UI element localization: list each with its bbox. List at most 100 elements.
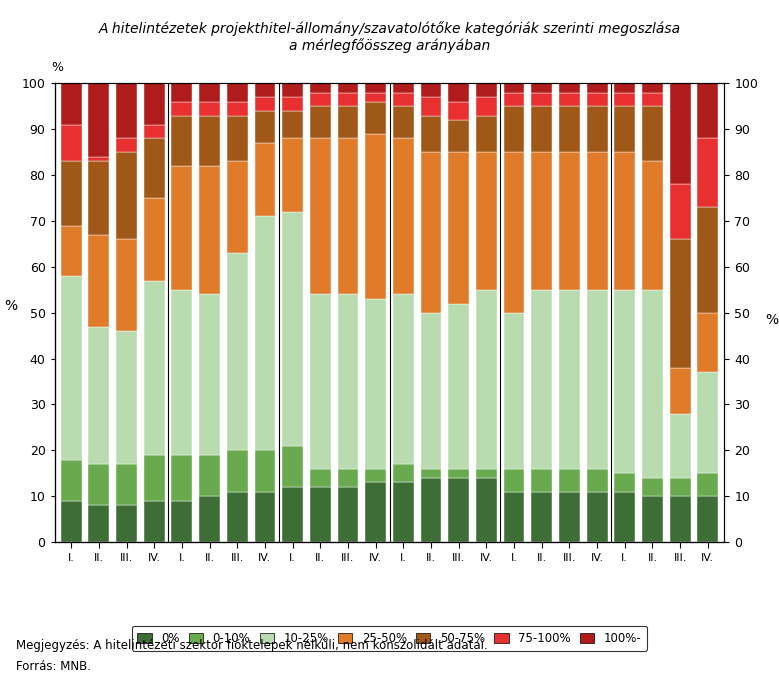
Bar	[449, 478, 469, 542]
Bar	[144, 198, 164, 281]
Bar	[365, 468, 386, 482]
Bar	[171, 166, 192, 290]
Bar	[587, 290, 608, 468]
Bar	[89, 83, 109, 157]
Bar	[531, 83, 552, 92]
Bar	[531, 106, 552, 152]
Bar	[531, 468, 552, 491]
Bar	[255, 491, 275, 542]
Bar	[365, 134, 386, 299]
Text: Megjegyzés: A hitelintézeti szektor fióktelepek nélküli, nem konszolidált adatai: Megjegyzés: A hitelintézeti szektor fiók…	[16, 639, 488, 653]
Bar	[171, 290, 192, 455]
Bar	[531, 491, 552, 542]
Bar	[587, 92, 608, 106]
Bar	[642, 92, 663, 106]
Bar	[476, 83, 497, 97]
Bar	[587, 152, 608, 290]
Bar	[227, 450, 248, 491]
Bar	[449, 152, 469, 304]
Bar	[61, 459, 82, 501]
Bar	[310, 295, 330, 468]
Bar	[670, 184, 690, 239]
Bar	[421, 313, 442, 468]
Bar	[61, 226, 82, 276]
Bar	[615, 152, 635, 290]
Bar	[670, 239, 690, 368]
Bar	[531, 92, 552, 106]
Bar	[697, 496, 718, 542]
Bar	[697, 313, 718, 373]
Bar	[89, 161, 109, 235]
Bar	[587, 468, 608, 491]
Bar	[144, 83, 164, 124]
Bar	[199, 455, 220, 496]
Bar	[615, 290, 635, 473]
Bar	[559, 83, 580, 92]
Bar	[504, 152, 524, 313]
Bar	[116, 83, 137, 138]
Bar	[255, 97, 275, 111]
Bar	[61, 276, 82, 459]
Bar	[697, 207, 718, 313]
Bar	[587, 106, 608, 152]
Bar	[365, 92, 386, 101]
Bar	[559, 152, 580, 290]
Text: A hitelintézetek projekthitel-állomány/szavatolótőke kategóriák szerinti megoszl: A hitelintézetek projekthitel-állomány/s…	[98, 21, 681, 53]
Bar	[615, 106, 635, 152]
Bar	[337, 468, 358, 487]
Bar	[255, 111, 275, 143]
Bar	[697, 473, 718, 496]
Bar	[670, 368, 690, 414]
Bar	[171, 455, 192, 501]
Bar	[670, 414, 690, 478]
Bar	[615, 83, 635, 92]
Bar	[615, 473, 635, 491]
Bar	[89, 157, 109, 161]
Bar	[61, 124, 82, 161]
Bar	[282, 111, 303, 138]
Bar	[89, 464, 109, 505]
Bar	[393, 83, 414, 92]
Bar	[697, 83, 718, 138]
Bar	[504, 106, 524, 152]
Bar	[421, 152, 442, 313]
Bar	[171, 501, 192, 542]
Bar	[144, 281, 164, 455]
Bar	[310, 106, 330, 138]
Bar	[89, 235, 109, 327]
Bar	[642, 83, 663, 92]
Bar	[337, 83, 358, 92]
Bar	[310, 468, 330, 487]
Bar	[310, 487, 330, 542]
Bar	[227, 101, 248, 115]
Bar	[393, 106, 414, 138]
Bar	[642, 290, 663, 478]
Bar	[421, 115, 442, 152]
Bar	[642, 161, 663, 290]
Bar	[559, 92, 580, 106]
Bar	[144, 138, 164, 198]
Bar	[670, 496, 690, 542]
Bar	[227, 161, 248, 253]
Bar	[282, 445, 303, 487]
Bar	[282, 97, 303, 111]
Bar	[421, 478, 442, 542]
Bar	[199, 83, 220, 101]
Bar	[61, 161, 82, 226]
Bar	[449, 120, 469, 152]
Bar	[282, 138, 303, 212]
Bar	[421, 97, 442, 115]
Bar	[199, 166, 220, 295]
Bar	[310, 83, 330, 92]
Bar	[255, 83, 275, 97]
Bar	[476, 290, 497, 468]
Bar	[89, 327, 109, 464]
Bar	[670, 478, 690, 496]
Bar	[642, 496, 663, 542]
Bar	[144, 501, 164, 542]
Text: Forrás: MNB.: Forrás: MNB.	[16, 660, 90, 673]
Bar	[449, 468, 469, 478]
Bar	[227, 491, 248, 542]
Bar	[171, 83, 192, 101]
Bar	[531, 290, 552, 468]
